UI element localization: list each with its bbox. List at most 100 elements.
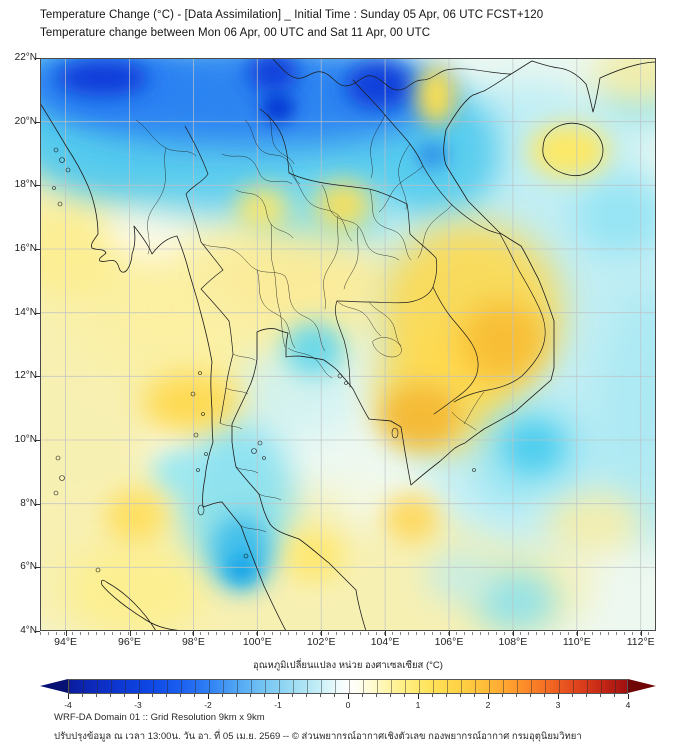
colorbar-tick-mark: [138, 694, 139, 699]
field-blob: [380, 385, 460, 449]
lon-tick-label: 94°E: [54, 636, 78, 648]
field-blob: [205, 230, 385, 326]
lat-tick-mark: [35, 376, 40, 378]
field-blob: [383, 494, 439, 542]
colorbar-segments: [69, 680, 627, 693]
field-blob: [248, 58, 298, 92]
lat-tick-label: 8°N: [20, 497, 37, 509]
field-blob: [106, 490, 166, 542]
lat-tick-label: 20°N: [14, 115, 37, 127]
field-blob: [143, 373, 239, 433]
field-blob: [503, 421, 563, 473]
field-blob: [426, 549, 494, 603]
colorbar-left-arrow: [40, 679, 68, 693]
coastline-west: [40, 102, 287, 631]
field-blob: [284, 530, 344, 582]
colorbar-tick-mark: [558, 694, 559, 699]
colorbar-tick-label: 0: [345, 700, 351, 710]
lat-tick-label: 4°N: [20, 625, 37, 636]
page-title: Temperature Change (°C) - [Data Assimila…: [40, 9, 544, 21]
lat-tick-mark: [35, 185, 40, 187]
lat-tick-label: 14°N: [14, 306, 37, 318]
lat-tick-mark: [35, 440, 40, 441]
map-canvas: [40, 58, 656, 631]
footer-update-info: ปรับปรุงข้อมูล ณ เวลา 13:00น. วัน อา. ที…: [54, 731, 582, 742]
field-blob: [56, 60, 148, 96]
lat-tick-label: 10°N: [14, 434, 37, 445]
field-blob: [110, 263, 210, 353]
field-blob: [474, 569, 558, 631]
lat-tick-mark: [35, 58, 40, 59]
colorbar-tick-label: 2: [485, 700, 491, 710]
colorbar-tick-mark: [418, 694, 419, 699]
colorbar-tick-mark: [208, 694, 209, 699]
coastline-hainan: [542, 122, 604, 177]
colorbar-label: อุณหภูมิเปลี่ยนแปลง หน่วย องศาเซลเซียส (…: [253, 660, 443, 671]
lat-tick-mark: [35, 249, 40, 250]
colorbar: [40, 679, 656, 694]
lon-tick-label: 98°E: [181, 636, 205, 648]
lat-tick-mark: [35, 312, 40, 314]
lon-tick-label: 106°E: [434, 636, 464, 648]
lat-tick-label: 18°N: [14, 179, 37, 191]
field-blob: [261, 93, 295, 123]
colorbar-tick-mark: [68, 694, 69, 699]
field-blob: [152, 452, 200, 492]
field-blob: [415, 141, 449, 169]
field-blob: [529, 124, 609, 178]
field-blob: [315, 181, 371, 229]
page-subtitle: Temperature change between Mon 06 Apr, 0…: [40, 27, 431, 39]
field-blob: [597, 288, 656, 548]
lat-tick-label: 12°N: [14, 370, 37, 382]
lon-tick-label: 112°E: [626, 636, 655, 648]
colorbar-tick-label: 3: [555, 700, 561, 710]
lat-tick-label: 22°N: [14, 52, 37, 63]
lon-tick-label: 96°E: [118, 636, 141, 648]
colorbar-tick-mark: [278, 694, 279, 699]
lon-tick-label: 108°E: [498, 636, 528, 648]
lat-tick-mark: [35, 121, 40, 123]
field-blob: [574, 178, 656, 254]
field-blob: [592, 58, 656, 104]
lon-tick-label: 110°E: [562, 636, 591, 648]
lon-tick-label: 102°E: [306, 636, 336, 648]
longitude-minor-ticks: [40, 632, 656, 635]
lat-tick-label: 16°N: [14, 243, 37, 254]
province-borders: [135, 113, 485, 533]
temperature-field-layer: [40, 58, 656, 631]
colorbar-tick-mark: [348, 694, 349, 699]
field-blob: [228, 556, 256, 582]
footer-domain-info: WRF-DA Domain 01 :: Grid Resolution 9km …: [54, 712, 265, 723]
colorbar-gradient: [68, 679, 628, 694]
islands: [52, 147, 476, 573]
colorbar-tick-mark: [628, 694, 629, 699]
field-blob: [416, 67, 456, 125]
lat-tick-mark: [35, 631, 40, 632]
coastline-layer: [40, 58, 656, 631]
colorbar-right-arrow: [628, 679, 656, 693]
coastline-sumatra: [101, 579, 191, 631]
field-blob: [65, 545, 205, 631]
colorbar-tick-mark: [488, 694, 489, 699]
field-blob: [284, 322, 344, 376]
coastline-east: [231, 60, 555, 631]
map-plot-area: [40, 58, 656, 631]
field-blob: [461, 301, 545, 381]
field-blob: [346, 61, 412, 109]
colorbar-tick-label: 1: [415, 700, 421, 710]
lat-tick-label: 6°N: [20, 561, 37, 573]
colorbar-tick-label: -4: [64, 700, 72, 710]
field-blob: [545, 491, 641, 555]
lon-tick-label: 104°E: [370, 636, 400, 648]
colorbar-tick-label: -3: [134, 700, 142, 710]
lat-tick-mark: [35, 503, 40, 505]
field-blob: [236, 186, 288, 230]
field-blob: [211, 516, 271, 592]
colorbar-tick-label: -1: [274, 700, 282, 710]
lon-tick-label: 100°E: [242, 636, 272, 648]
lat-tick-mark: [35, 567, 40, 569]
colorbar-tick-label: -2: [204, 700, 212, 710]
coastline-china: [531, 60, 656, 113]
colorbar-tick-label: 4: [625, 700, 631, 710]
